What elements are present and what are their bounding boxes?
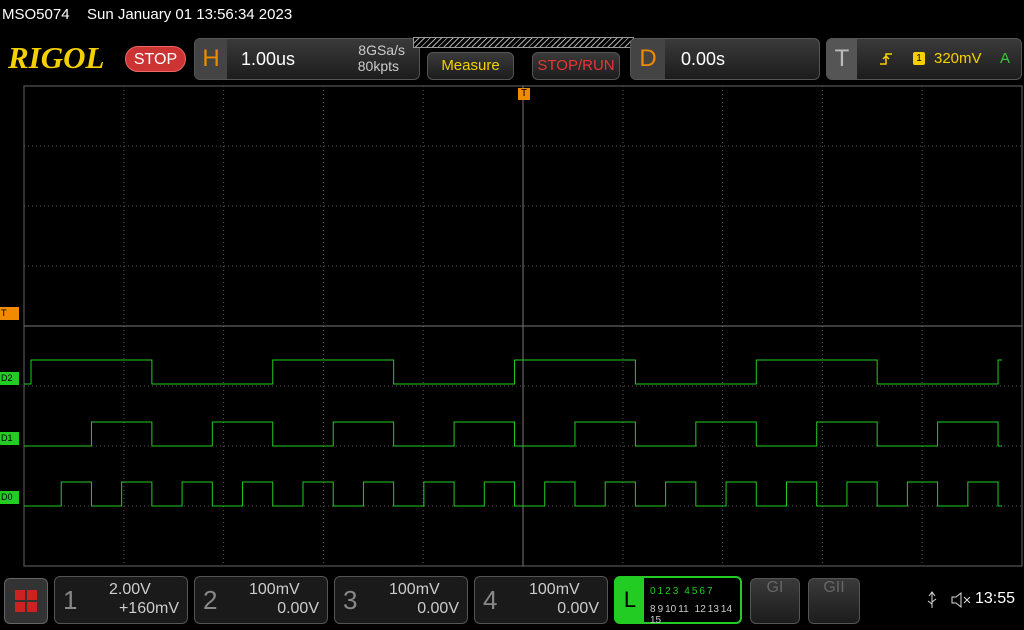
logic-channel: 8 [650,604,656,615]
edge-icon [880,53,892,65]
logic-channel: 3 [672,586,679,597]
logic-channel: 14 [720,604,733,615]
d-label: D [631,39,665,79]
channel-number: 2 [203,585,218,615]
channel-box[interactable]: 1 2.00V +160mV [54,576,188,624]
memory-depth: 80kpts [357,58,399,74]
gi-label: GI [766,579,784,596]
measure-button[interactable]: Measure [427,52,514,80]
channel-box[interactable]: 2 100mV 0.00V [194,576,328,624]
logic-channel: 12 [694,604,706,615]
trigger-box[interactable]: T 1 320mV A [826,38,1022,80]
logic-channel: 11 [678,604,689,615]
datetime: Sun January 01 13:56:34 2023 [87,6,293,23]
logic-channel: 6 [699,586,705,597]
channel-box[interactable]: 4 100mV 0.00V [474,576,608,624]
channel-offset: 0.00V [417,600,459,617]
channel-offset: 0.00V [557,600,599,617]
sample-rate: 8GSa/s [358,42,405,58]
menu-button[interactable] [4,578,48,624]
t-label: T [827,39,857,79]
clock: 13:55 [975,590,1016,607]
logic-channel: 7 [706,586,713,597]
channel-number: 3 [343,585,358,615]
trigger-mode: A [1000,50,1011,67]
logic-label: L [616,578,644,622]
trigger-level-marker: T [0,307,19,320]
logic-channel: 15 [650,615,662,626]
logo: RIGOL [8,40,105,75]
logic-channel: 10 [665,604,677,615]
logic-channel: 5 [691,586,698,597]
trigger-position: T [518,88,530,100]
status-icons [927,591,971,609]
channel-marker: D2 [0,372,19,385]
trigger-level: 320mV [934,50,982,67]
channel-box[interactable]: 3 100mV 0.00V [334,576,468,624]
delay-value: 0.00s [681,49,726,69]
memory-strip [413,37,634,48]
horizontal-box[interactable]: H 1.00us 8GSa/s 80kpts [194,38,420,80]
logic-channel: 4 [684,586,690,597]
channel-scale: 100mV [389,581,440,598]
digital-waveform [24,359,1002,385]
channel-scale: 100mV [249,581,300,598]
channel-marker: D0 [0,491,19,504]
channel-offset: +160mV [118,600,179,617]
trigger-source: 1 [913,52,925,65]
channel-scale: 100mV [529,581,580,598]
delay-box[interactable]: D 0.00s [630,38,820,80]
logic-channel: 9 [657,604,664,615]
channel-offset: 0.00V [277,600,319,617]
stop-run-button[interactable]: STOP/RUN [532,52,620,80]
logic-channel: 13 [707,604,719,615]
channel-scale: 2.00V [109,581,151,598]
run-state[interactable]: STOP [125,46,186,72]
logic-channel: 0 [650,586,656,597]
timebase: 1.00us [241,49,296,69]
model: MSO5074 [2,6,70,23]
digital-waveform [24,481,1002,507]
channel-marker: D1 [0,432,19,445]
channel-number: 4 [483,585,498,615]
logic-channel: 2 [665,586,671,597]
digital-waveform [24,421,1002,447]
gi-button[interactable]: GI [750,578,800,624]
channel-number: 1 [63,585,78,615]
h-label: H [195,39,227,79]
gii-button[interactable]: GII [808,578,860,624]
gii-label: GII [823,579,845,596]
logic-channel: 1 [657,586,664,597]
